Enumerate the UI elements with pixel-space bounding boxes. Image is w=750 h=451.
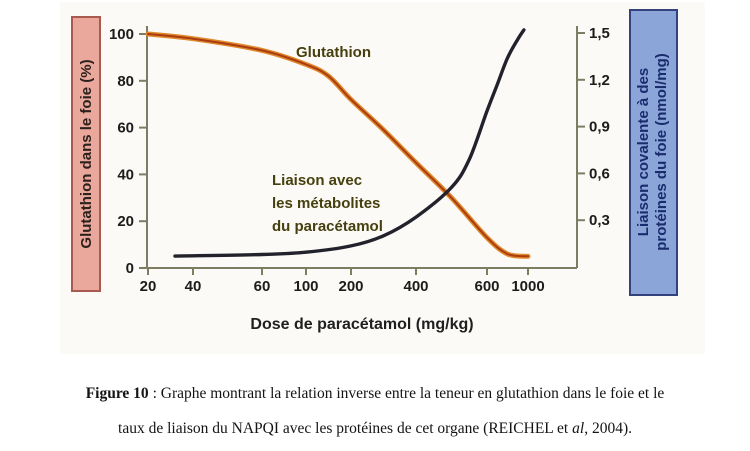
left-axis-box-rect (71, 16, 101, 292)
caption-et-al: al (572, 420, 585, 437)
liaison-curve (173, 28, 526, 258)
glutathion-series-label: Glutathion (296, 44, 371, 61)
caption-line2: taux de liaison du NAPQI avec les protéi… (118, 420, 632, 437)
figure-caption: Figure 10 : Graphe montrant la relation … (0, 376, 750, 446)
right-axis-box-rect (629, 9, 678, 296)
right-axis-title-line2: protéines du foie (nmol/mg) (653, 53, 670, 251)
left-axis-tick-label: 0 (126, 260, 134, 277)
x-axis-tick-label: 1000 (511, 278, 544, 295)
right-axis-tick-label: 0,6 (589, 165, 610, 182)
left-axis-title-box: Glutathion dans le foie (%) (71, 16, 101, 292)
liaison-series-label: Liaison avec les métabolites du paracéta… (272, 172, 383, 235)
liaison-label-line1: Liaison avec (272, 172, 362, 189)
left-axis-tick-label: 100 (109, 26, 134, 43)
x-axis-tick-label: 60 (254, 278, 271, 295)
caption-figure-number: Figure 10 (85, 385, 149, 402)
left-axis-title: Glutathion dans le foie (%) (78, 59, 95, 248)
x-axis-title: Dose de paracétamol (mg/kg) (250, 316, 473, 333)
liaison-label-line2: les métabolites (272, 195, 380, 212)
right-axis-title-box: Liaison covalente à des protéines du foi… (629, 9, 678, 296)
left-axis-tick-label: 40 (117, 166, 134, 183)
scanned-figure-background (60, 2, 705, 354)
glutathion-curve-core (147, 33, 529, 258)
x-axis-tick-label: 200 (338, 278, 363, 295)
left-axis-tick-label: 60 (117, 120, 134, 137)
x-axis-tick-label: 100 (293, 278, 318, 295)
x-axis-tick-label: 400 (403, 278, 428, 295)
right-axis-tick-label: 1,2 (589, 72, 610, 89)
right-axis-tick-label: 0,3 (589, 212, 610, 229)
caption-line1: Figure 10 : Graphe montrant la relation … (85, 385, 665, 402)
left-axis-tick-label: 20 (117, 213, 134, 230)
right-axis-tick-label: 0,9 (589, 119, 610, 136)
x-axis-tick-label: 40 (185, 278, 202, 295)
liaison-label-line3: du paracétamol (272, 218, 383, 235)
x-axis-tick-label: 600 (474, 278, 499, 295)
right-axis-tick-label: 1,5 (589, 25, 610, 42)
left-axis-tick-label: 80 (117, 73, 134, 90)
x-axis-tick-label: 20 (140, 278, 157, 295)
right-axis-title-line1: Liaison covalente à des (635, 68, 652, 236)
